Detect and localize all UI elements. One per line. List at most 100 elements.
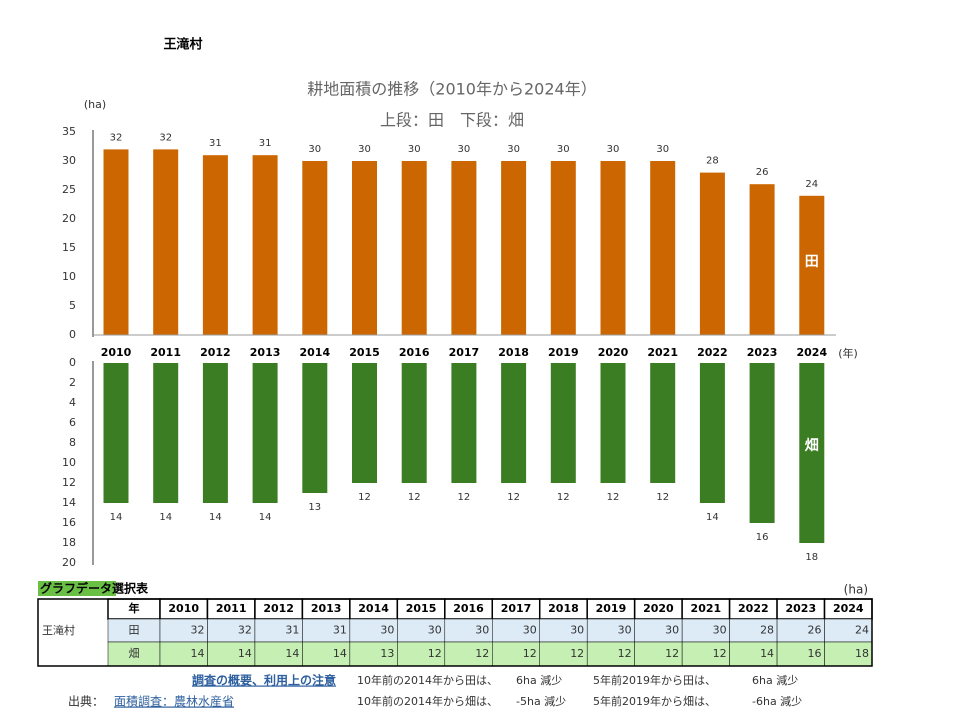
bar <box>451 161 477 335</box>
bar <box>153 363 179 503</box>
table-header: 年 <box>129 601 140 615</box>
table-header: 2024 <box>833 602 864 615</box>
bar <box>103 149 129 335</box>
table-value: 12 <box>475 647 489 660</box>
y-tick-label: 12 <box>62 476 76 489</box>
x-tick-label: 2011 <box>150 346 181 359</box>
chart-subtitle: 上段：田 下段：畑 <box>380 111 524 130</box>
data-label: 30 <box>557 144 570 155</box>
data-label: 12 <box>607 492 620 503</box>
table-value: 30 <box>570 624 584 637</box>
data-label: 30 <box>507 144 520 155</box>
table-value: 田 <box>129 624 140 637</box>
table-value: 14 <box>190 647 204 660</box>
table-header: 2016 <box>453 602 484 615</box>
y-tick-label: 5 <box>69 299 76 312</box>
x-tick-label: 2023 <box>747 346 778 359</box>
bar <box>352 363 377 483</box>
table-cell <box>539 641 588 667</box>
table-value: 12 <box>713 647 727 660</box>
bar <box>799 195 825 335</box>
legend-label: 田 <box>805 254 819 270</box>
data-label: 28 <box>706 156 719 167</box>
data-label: 18 <box>805 552 818 563</box>
table-value: 14 <box>285 647 299 660</box>
table-header: 2019 <box>596 602 627 615</box>
bar <box>302 363 328 493</box>
bar <box>401 363 427 483</box>
legend-label: 畑 <box>804 438 819 454</box>
table-value: 30 <box>428 624 442 637</box>
note: 5年前2019年から畑は、 <box>593 694 716 708</box>
bar <box>650 363 676 483</box>
row-group-label: 王滝村 <box>42 623 75 637</box>
table-header: 2014 <box>358 602 389 615</box>
bar <box>600 161 626 335</box>
table-value: 32 <box>190 624 204 637</box>
x-tick-label: 2022 <box>697 346 728 359</box>
chart-title: 耕地面積の推移（2010年から2024年） <box>307 80 596 99</box>
table-header: 2021 <box>691 602 722 615</box>
table-cell <box>492 641 540 667</box>
table-value: 16 <box>808 647 822 660</box>
bar <box>153 149 179 335</box>
note: -5ha 減少 <box>516 694 566 708</box>
bar <box>501 161 527 335</box>
y-tick-label: 20 <box>62 212 76 225</box>
table-header: 2012 <box>263 602 294 615</box>
data-label: 12 <box>507 492 520 503</box>
data-label: 12 <box>408 492 421 503</box>
x-tick-label: 2010 <box>101 346 132 359</box>
table-value: 30 <box>475 624 489 637</box>
y-tick-label: 10 <box>62 456 76 469</box>
notes-link[interactable]: 調査の概要、利用上の注意 <box>192 673 336 688</box>
data-label: 14 <box>259 512 272 523</box>
bar <box>650 161 676 335</box>
x-tick-label: 2021 <box>647 346 678 359</box>
data-label: 32 <box>110 132 123 143</box>
x-axis-label: (年) <box>838 346 858 360</box>
table-value: 30 <box>380 624 394 637</box>
table-value: 31 <box>333 624 347 637</box>
table-header: 2011 <box>216 602 247 615</box>
note: 5年前2019年から田は、 <box>593 673 716 687</box>
data-label: 12 <box>458 492 471 503</box>
data-label: 30 <box>358 144 371 155</box>
data-label: 31 <box>209 138 222 149</box>
data-label: 12 <box>557 492 570 503</box>
data-label: 32 <box>159 132 172 143</box>
y-tick-label: 20 <box>62 556 76 569</box>
table-title: グラフデータ選択表 <box>40 581 149 596</box>
bar <box>202 363 228 503</box>
data-label: 30 <box>607 144 620 155</box>
table-border <box>37 598 873 667</box>
bar <box>252 155 278 335</box>
table-header: 2017 <box>501 602 532 615</box>
note: 10年前の2014年から田は、 <box>357 673 498 687</box>
x-tick-label: 2015 <box>349 346 380 359</box>
bar <box>699 363 725 503</box>
bar <box>202 155 228 335</box>
table-header: 2023 <box>785 602 816 615</box>
data-label: 14 <box>110 512 123 523</box>
bar <box>252 363 278 503</box>
data-label: 12 <box>656 492 669 503</box>
table-cell <box>824 641 873 667</box>
note: -6ha 減少 <box>752 694 802 708</box>
table-unit: (ha) <box>844 583 868 597</box>
bar <box>799 363 825 543</box>
data-label: 16 <box>756 532 769 543</box>
table-value: 12 <box>428 647 442 660</box>
table-value: 24 <box>855 624 869 637</box>
source-link[interactable]: 面積調査：農林水産省 <box>114 694 234 709</box>
table-cell <box>681 641 730 667</box>
table-value: 28 <box>760 624 774 637</box>
bar <box>103 363 129 503</box>
bar <box>749 363 775 523</box>
table-value: 18 <box>855 647 869 660</box>
bar <box>302 161 328 335</box>
y-tick-label: 16 <box>62 516 76 529</box>
bar <box>699 172 725 335</box>
x-tick-label: 2018 <box>498 346 529 359</box>
